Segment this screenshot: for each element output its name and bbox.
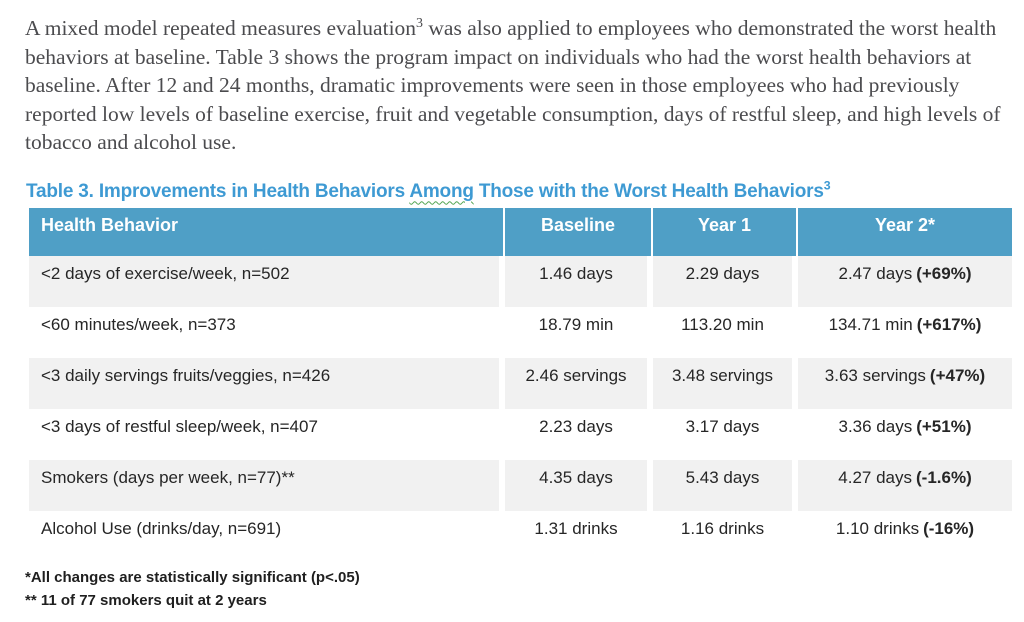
- cell-year1: 113.20 min: [653, 306, 798, 358]
- cell-year1: 3.48 servings: [653, 357, 798, 409]
- year2-change: (+47%): [929, 365, 986, 385]
- table-caption: Table 3. Improvements in Health Behavior…: [26, 178, 1006, 203]
- cell-year1: 2.29 days: [653, 255, 798, 307]
- cell-year1: 3.17 days: [653, 408, 798, 460]
- footnote-significance: *All changes are statistically significa…: [25, 568, 360, 586]
- caption-suffix: Those with the Worst Health Behaviors: [473, 180, 824, 202]
- caption-spellcheck-word: Among: [409, 180, 474, 202]
- cell-year2: 3.36 days (+51%): [798, 408, 1012, 460]
- cell-year1: 1.16 drinks: [653, 510, 798, 562]
- cell-behavior: Smokers (days per week, n=77)**: [29, 459, 505, 511]
- table-row-restful-sleep: <3 days of restful sleep/week, n=407 2.2…: [29, 408, 1012, 460]
- year2-value: 1.10 drinks: [835, 518, 920, 538]
- cell-year1: 5.43 days: [653, 459, 798, 511]
- cell-baseline: 2.46 servings: [505, 357, 653, 409]
- paragraph-text-start: A mixed model repeated measures evaluati…: [25, 16, 417, 40]
- cell-baseline: 1.46 days: [505, 255, 653, 307]
- year2-value: 3.63 servings: [824, 365, 926, 385]
- cell-behavior: <3 daily servings fruits/veggies, n=426: [29, 357, 505, 409]
- cell-year2: 134.71 min (+617%): [798, 306, 1012, 358]
- cell-year2: 2.47 days (+69%): [798, 255, 1012, 307]
- cell-behavior: <60 minutes/week, n=373: [29, 306, 505, 358]
- table-row-exercise-days: <2 days of exercise/week, n=502 1.46 day…: [29, 255, 1012, 307]
- year2-change: (+69%): [916, 263, 972, 283]
- year2-change: (-1.6%): [916, 467, 972, 487]
- table-row-smokers: Smokers (days per week, n=77)** 4.35 day…: [29, 459, 1012, 511]
- health-behaviors-table: Health Behavior Baseline Year 1 Year 2* …: [29, 207, 1012, 562]
- caption-prefix: Table 3. Improvements in Health Behavior…: [26, 180, 410, 202]
- cell-baseline: 2.23 days: [505, 408, 653, 460]
- year2-value: 3.36 days: [838, 416, 913, 436]
- year2-change: (-16%): [923, 518, 975, 538]
- footnote-smokers-quit: ** 11 of 77 smokers quit at 2 years: [25, 591, 267, 609]
- cell-behavior: <3 days of restful sleep/week, n=407: [29, 408, 505, 460]
- year2-value: 4.27 days: [838, 467, 912, 487]
- cell-baseline: 4.35 days: [505, 459, 653, 511]
- cell-baseline: 18.79 min: [505, 306, 653, 358]
- column-header-health-behavior: Health Behavior: [29, 207, 505, 256]
- cell-behavior: Alcohol Use (drinks/day, n=691): [29, 510, 505, 562]
- column-header-year2: Year 2*: [798, 207, 1012, 256]
- table-header-row: Health Behavior Baseline Year 1 Year 2*: [29, 207, 1012, 256]
- cell-behavior: <2 days of exercise/week, n=502: [29, 255, 505, 307]
- cell-baseline: 1.31 drinks: [505, 510, 653, 562]
- column-header-baseline: Baseline: [505, 207, 653, 256]
- cell-year2: 1.10 drinks (-16%): [798, 510, 1012, 562]
- table-row-fruits-veggies: <3 daily servings fruits/veggies, n=426 …: [29, 357, 1012, 409]
- year2-value: 134.71 min: [828, 314, 913, 334]
- table-row-alcohol-use: Alcohol Use (drinks/day, n=691) 1.31 dri…: [29, 510, 1012, 562]
- caption-footnote-reference: 3: [823, 178, 831, 193]
- year2-change: (+51%): [916, 416, 972, 436]
- column-header-year1: Year 1: [653, 207, 798, 256]
- cell-year2: 4.27 days (-1.6%): [798, 459, 1012, 511]
- year2-value: 2.47 days: [838, 263, 913, 283]
- year2-change: (+617%): [916, 314, 982, 334]
- cell-year2: 3.63 servings (+47%): [798, 357, 1012, 409]
- intro-paragraph: A mixed model repeated measures evaluati…: [25, 14, 1010, 157]
- paragraph-text-rest: was also applied to employees who demons…: [25, 16, 1001, 154]
- table-footnotes: *All changes are statistically significa…: [25, 566, 1006, 612]
- table-row-exercise-minutes: <60 minutes/week, n=373 18.79 min 113.20…: [29, 306, 1012, 358]
- footnote-reference-3: 3: [416, 15, 424, 31]
